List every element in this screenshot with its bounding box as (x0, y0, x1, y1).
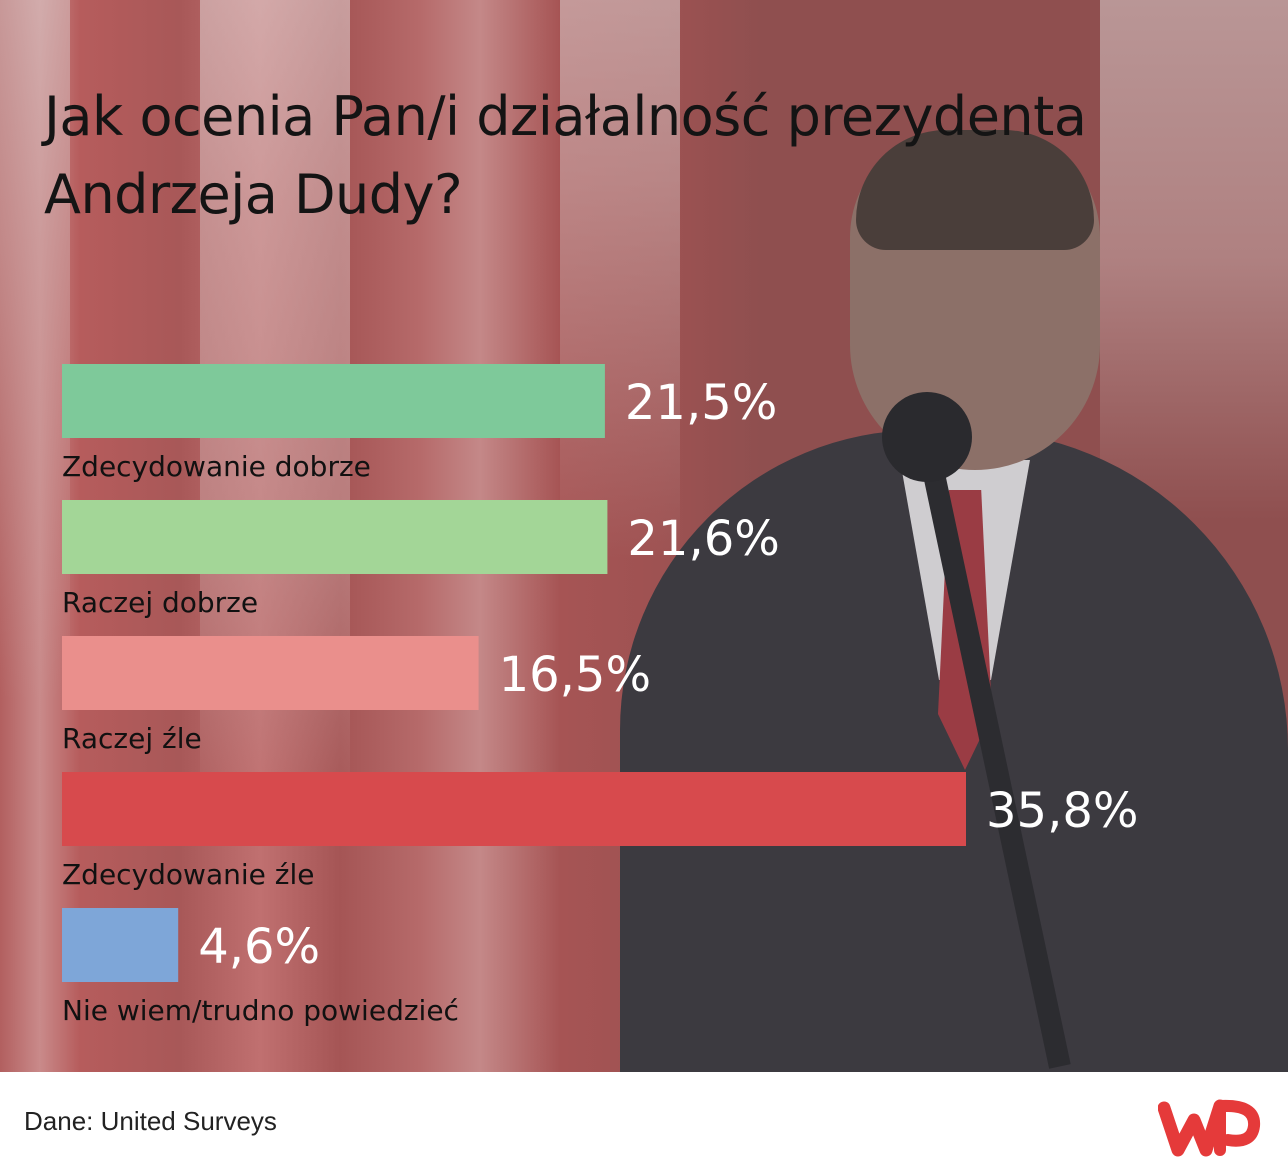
wp-logo-icon (1158, 1099, 1261, 1157)
category-label: Raczej dobrze (62, 586, 258, 619)
hair-shape (856, 130, 1094, 250)
bar (62, 636, 479, 710)
category-label: Nie wiem/trudno powiedzieć (62, 994, 459, 1027)
category-label: Zdecydowanie dobrze (62, 450, 371, 483)
bar (62, 908, 179, 982)
value-label: 21,6% (627, 511, 779, 567)
background-photo (0, 0, 1288, 1072)
bar (62, 500, 608, 574)
presenter-figure (620, 130, 1288, 1072)
chart-title: Jak ocenia Pan/i działalność prezydenta … (44, 85, 1087, 226)
flag-drape (0, 0, 70, 1072)
data-source: Dane: United Surveys (24, 1106, 277, 1136)
bar (62, 364, 605, 438)
category-label: Raczej źle (62, 722, 202, 755)
value-label: 35,8% (986, 783, 1138, 839)
bar-chart: 21,5% Zdecydowanie dobrze 21,6% Raczej dobr… (62, 364, 1138, 1027)
bar (62, 772, 966, 846)
value-label: 4,6% (198, 919, 320, 975)
microphone-icon (882, 392, 972, 482)
category-label: Zdecydowanie źle (62, 858, 314, 891)
value-label: 21,5% (625, 375, 777, 431)
footer: Dane: United Surveys (0, 1072, 1288, 1174)
value-label: 16,5% (499, 647, 651, 703)
